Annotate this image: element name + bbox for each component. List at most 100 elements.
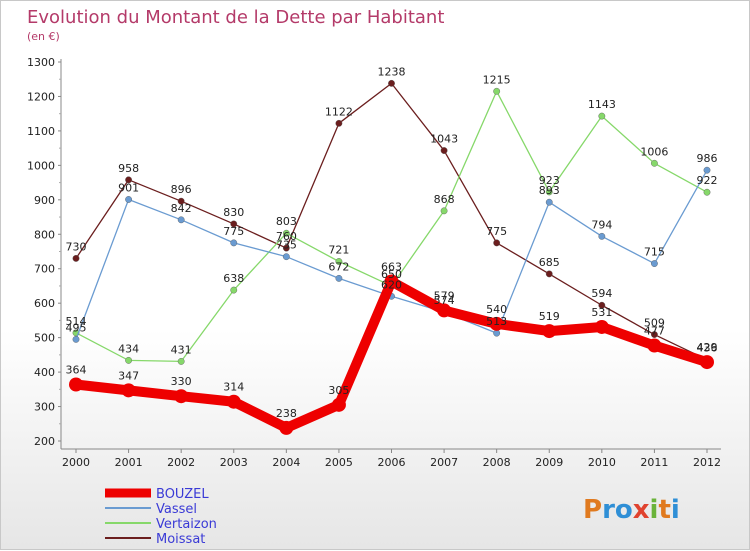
data-point (651, 159, 658, 167)
legend-label: Moissat (156, 532, 205, 547)
x-tick-label: 2002 (167, 456, 195, 469)
chart-subtitle: (en €) (27, 30, 60, 43)
y-tick-label: 400 (34, 366, 55, 379)
data-point (125, 176, 132, 184)
data-label: 513 (486, 315, 507, 328)
x-tick-label: 2000 (62, 456, 90, 469)
data-label: 540 (486, 303, 507, 316)
data-point (282, 253, 290, 261)
data-label: 495 (66, 321, 87, 334)
data-label: 509 (644, 317, 665, 330)
data-point (703, 188, 711, 196)
data-label: 1006 (640, 145, 668, 158)
data-point (651, 260, 658, 267)
logo-letter: i (650, 495, 659, 525)
y-tick-label: 200 (34, 435, 55, 448)
legend-label: BOUZEL (156, 487, 209, 502)
data-label: 775 (486, 225, 507, 238)
logo-letter: t (658, 495, 670, 525)
data-label: 986 (697, 152, 718, 165)
data-label: 896 (171, 183, 192, 196)
data-label: 803 (276, 215, 297, 228)
data-point (125, 356, 132, 364)
data-point (230, 239, 238, 247)
data-point (440, 207, 448, 215)
legend-label: Vassel (156, 502, 197, 517)
chart-title: Evolution du Montant de la Dette par Hab… (27, 7, 444, 28)
data-point (335, 274, 343, 282)
data-point (545, 198, 553, 206)
data-label: 1143 (588, 98, 616, 111)
data-label: 330 (171, 375, 192, 388)
data-point (177, 197, 185, 205)
data-point (647, 338, 662, 353)
data-label: 434 (118, 342, 139, 355)
data-label: 477 (644, 325, 665, 338)
data-point (651, 331, 658, 338)
axes: 200 300 400 500 600 700 800 900 1000 1100 1200 1300… (27, 56, 721, 469)
data-label: 519 (539, 310, 560, 323)
logo-letter: P (583, 495, 602, 525)
x-tick-label: 2010 (588, 456, 616, 469)
data-point (230, 286, 238, 294)
data-point (335, 119, 343, 127)
data-label: 514 (66, 315, 87, 328)
data-label: 594 (591, 287, 612, 300)
data-point (331, 397, 346, 412)
data-point (598, 112, 606, 120)
data-label: 347 (118, 369, 139, 382)
series-line (75, 90, 708, 363)
data-point (177, 358, 185, 365)
logo-letter: x (633, 495, 650, 525)
data-label: 922 (697, 174, 718, 187)
data-label: 958 (118, 162, 139, 175)
data-label: 893 (539, 184, 560, 197)
data-label: 1122 (325, 105, 353, 118)
x-tick-label: 2003 (220, 456, 248, 469)
y-tick-label: 300 (34, 401, 55, 414)
data-label: 531 (591, 306, 612, 319)
data-label: 1215 (483, 73, 511, 86)
data-point (72, 335, 80, 343)
data-label: 901 (118, 181, 139, 194)
data-point (279, 420, 294, 435)
data-point (542, 324, 557, 339)
logo-letter: i (671, 495, 680, 525)
data-point (545, 188, 553, 196)
data-label: 672 (328, 260, 349, 273)
y-tick-label: 1200 (27, 90, 55, 103)
data-point (594, 319, 609, 334)
data-point (598, 301, 606, 309)
data-label: 685 (539, 256, 560, 269)
data-label: 620 (381, 278, 402, 291)
data-point (700, 355, 714, 370)
logo-letter: o (615, 495, 633, 525)
data-point (493, 239, 501, 247)
data-label: 715 (644, 246, 665, 259)
data-label: 794 (591, 218, 612, 231)
data-label: 830 (223, 206, 244, 219)
data-label: 775 (223, 225, 244, 238)
x-tick-label: 2008 (483, 456, 511, 469)
x-tick-label: 2011 (640, 456, 668, 469)
data-label: 923 (539, 174, 560, 187)
data-label: 721 (328, 243, 349, 256)
data-point (440, 147, 448, 154)
series-layer (69, 79, 714, 435)
data-point (230, 220, 238, 228)
data-point (493, 329, 501, 337)
legend-label: Vertaizon (156, 517, 217, 532)
data-point (282, 244, 290, 252)
x-tick-label: 2012 (693, 456, 721, 469)
x-tick-label: 2001 (115, 456, 143, 469)
x-tick-label: 2009 (535, 456, 563, 469)
data-label: 760 (276, 230, 297, 243)
y-tick-label: 1100 (27, 125, 55, 138)
data-labels-layer: 7309588968307601122123810437756855945094… (66, 65, 718, 420)
data-point (69, 377, 83, 392)
data-label: 364 (66, 363, 87, 376)
data-point (489, 316, 504, 331)
data-point (335, 258, 343, 265)
y-tick-label: 1000 (27, 159, 55, 172)
